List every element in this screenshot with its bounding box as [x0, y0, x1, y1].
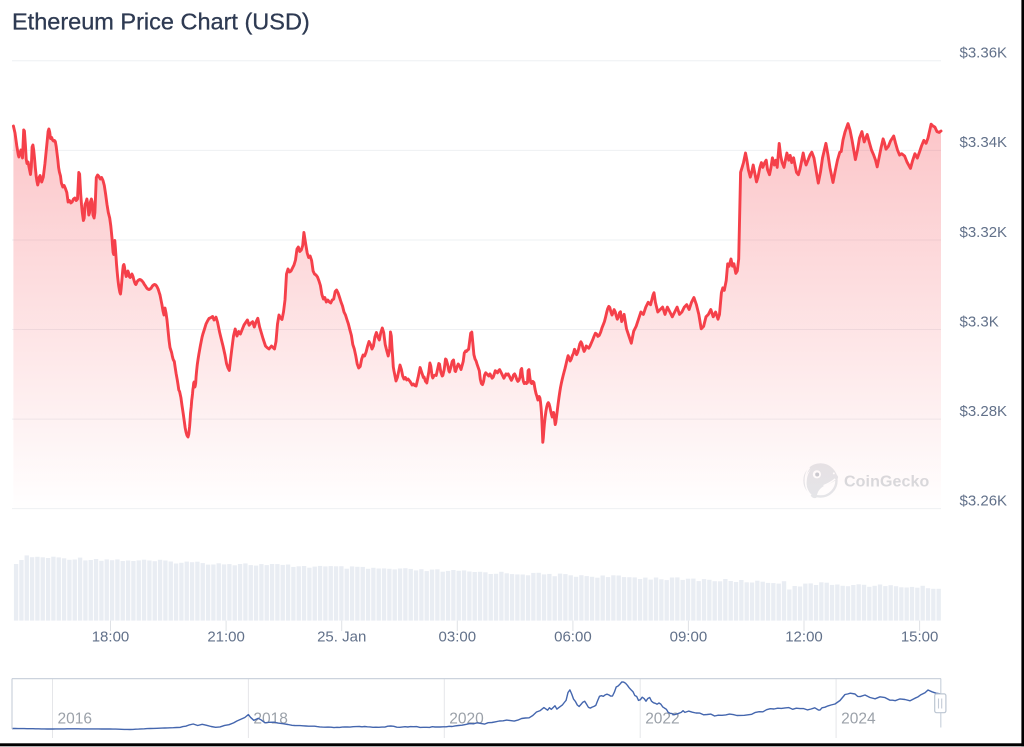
svg-text:15:00: 15:00: [901, 629, 939, 646]
svg-text:25. Jan: 25. Jan: [317, 629, 366, 646]
svg-text:$3.32K: $3.32K: [960, 224, 1008, 241]
svg-text:2024: 2024: [841, 711, 876, 728]
svg-text:$3.34K: $3.34K: [960, 134, 1008, 151]
svg-text:$3.26K: $3.26K: [960, 492, 1008, 509]
svg-text:Ethereum Price Chart (USD): Ethereum Price Chart (USD): [12, 9, 310, 35]
svg-text:03:00: 03:00: [439, 629, 477, 646]
svg-text:21:00: 21:00: [207, 629, 245, 646]
svg-text:$3.28K: $3.28K: [960, 403, 1008, 420]
svg-text:12:00: 12:00: [785, 629, 823, 646]
svg-text:2016: 2016: [58, 711, 92, 728]
svg-text:$3.3K: $3.3K: [960, 313, 999, 330]
svg-text:06:00: 06:00: [554, 629, 592, 646]
svg-text:18:00: 18:00: [92, 629, 130, 646]
svg-text:$3.36K: $3.36K: [960, 45, 1008, 62]
svg-text:09:00: 09:00: [670, 629, 708, 646]
svg-text:2022: 2022: [645, 711, 679, 728]
svg-text:2020: 2020: [449, 711, 484, 728]
